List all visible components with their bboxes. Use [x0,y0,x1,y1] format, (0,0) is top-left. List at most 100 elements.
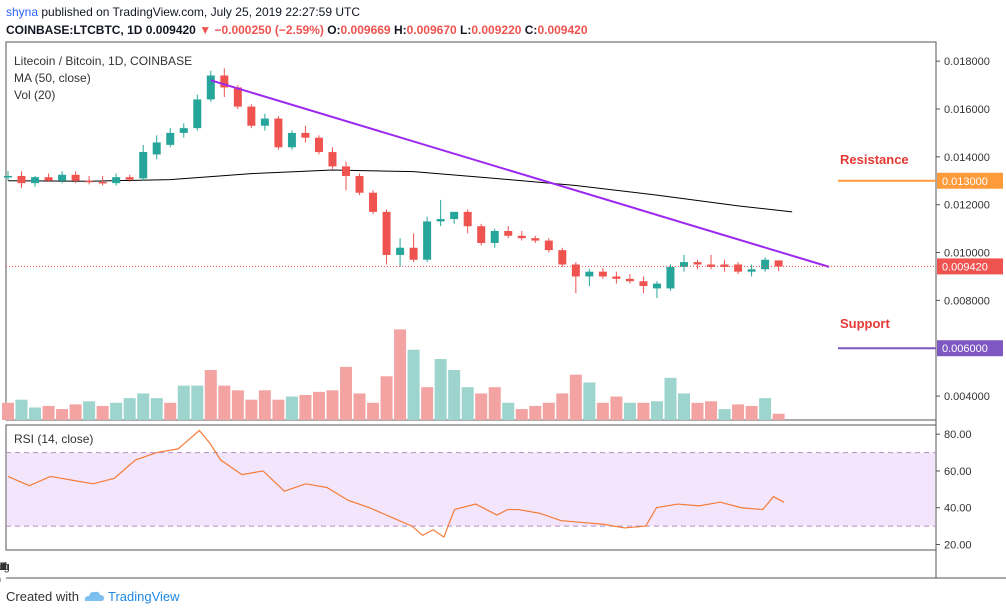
rsi-tick-label: 60.00 [944,466,972,478]
high-value: 0.009670 [406,23,457,37]
volume-bar [56,409,69,420]
close-label: C: [524,23,538,37]
candle-body [125,177,134,180]
candle-body [287,132,296,148]
candle-body [625,278,634,282]
price-tick-label: 0.012000 [944,200,990,212]
volume-bar [650,401,663,420]
volume-bar [69,404,82,420]
volume-bar [150,398,163,420]
published-text: published on TradingView.com, July 25, 2… [41,5,361,19]
volume-bar [745,405,758,420]
volume-bar [204,370,217,420]
volume-bar [596,402,609,420]
candle-body [639,281,648,287]
candle-body [423,221,432,260]
volume-bar [610,396,623,420]
volume-bar [123,398,136,420]
candle-body [720,264,729,267]
last-price-label: 0.009420 [942,261,988,273]
candle-body [31,177,40,184]
rsi-tick-label: 40.00 [944,503,972,515]
volume-bar [15,399,28,420]
created-with-text: Created with [6,589,79,604]
price-tick-label: 0.018000 [944,56,990,68]
volume-bar [475,393,488,420]
rsi-tick-label: 80.00 [944,429,972,441]
ohlc-line: COINBASE:LTCBTC, 1D 0.009420 ▼ −0.000250… [6,23,588,37]
candle-body [4,175,12,178]
volume-bar [542,402,555,420]
time-tick-label: 22 [0,561,6,573]
candle-body [342,166,350,176]
tradingview-brand-link[interactable]: TradingView [108,589,180,604]
volume-bar [664,377,677,420]
candle-body [409,247,418,260]
volume-bar [759,398,772,420]
volume-bar [177,385,190,420]
candle-body [260,118,269,126]
ma50-line [7,169,793,213]
volume-bar [637,402,650,420]
candle-body [463,211,472,227]
resistance-price-label: 0.013000 [942,176,988,188]
candle-body [396,247,405,255]
volume-bar [448,370,461,420]
volume-bar [623,402,636,420]
rsi-legend: RSI (14, close) [14,432,94,446]
footer: Created with TradingView [6,589,180,604]
volume-bar [96,405,109,420]
candle-body [774,260,783,267]
publisher-link[interactable]: shyna [6,5,39,19]
down-arrow-icon: ▼ [199,23,212,37]
volume-bar [191,385,204,420]
rsi-line [7,429,785,539]
candle-body [747,269,756,272]
rsi-tick-label: 20.00 [944,539,972,551]
volume-bar [583,382,596,420]
price-chart[interactable]: 0.018000 0.016000 0.014000 0.012000 0.010000… [0,0,1006,585]
volume-bar [732,404,745,420]
candle-body [477,226,486,243]
resistance-badge [937,172,1003,189]
time-tick-label: 24 [0,561,6,573]
legend-vol: Vol (20) [14,88,56,102]
candle-body [301,132,310,138]
candle-body [517,235,526,239]
candle-body [152,142,161,155]
volume-bar [2,402,14,420]
legend-ma: MA (50, close) [14,71,91,85]
time-tick-label: Aug [0,561,10,573]
candle-body [314,137,323,153]
time-tick-label: Jun [0,561,9,573]
volume-bar [285,396,298,420]
volume-bar [678,393,690,420]
volume-bar [461,387,474,420]
candle-body [558,250,567,265]
volume-bar [367,402,380,420]
candle-body [193,99,202,129]
candle-body [206,75,215,100]
price-tick-label: 0.014000 [944,152,990,164]
candle-body [544,240,553,251]
support-badge [937,340,1003,357]
open-label: O: [327,23,341,37]
rsi-band [7,452,935,527]
volume-bar [258,390,271,420]
volume-bar [272,399,285,420]
candle-body [44,177,53,181]
volume-bar [299,395,312,420]
candle-body [693,262,702,265]
candle-body [355,175,364,193]
time-tick-label: 17 [0,561,6,573]
trendline [210,79,830,268]
price-tick-label: 0.008000 [944,295,990,307]
last-price: 0.009420 [145,23,196,37]
volume-bar [110,402,123,420]
volume-bar [231,390,244,420]
price-tick-label: 0.010000 [944,248,990,260]
candle-body [707,264,716,267]
candle-body [112,177,121,184]
volume-bar [407,349,420,420]
candle-body [652,283,661,289]
